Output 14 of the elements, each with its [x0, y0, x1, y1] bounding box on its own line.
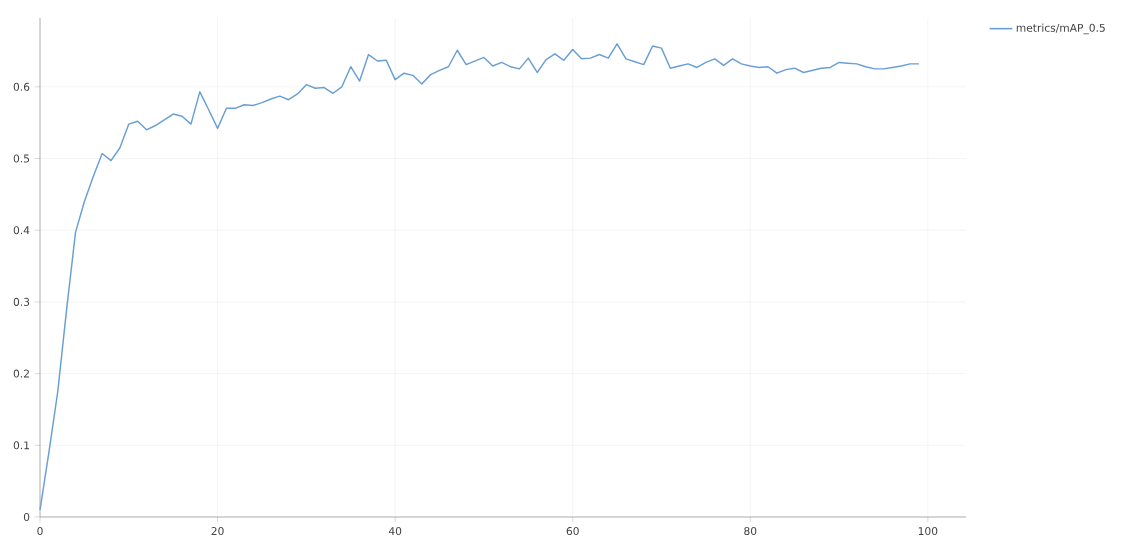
y-tick-label: 0.4: [13, 226, 30, 235]
y-tick-label: 0: [23, 512, 30, 522]
x-tick-label: 100: [918, 527, 938, 536]
y-tick-label: 0.2: [13, 369, 29, 378]
y-tick-label: 0.1: [13, 441, 29, 450]
legend-label: metrics/mAP_0.5: [1016, 23, 1105, 35]
x-tick-label: 0: [37, 527, 43, 536]
y-tick-label: 0.5: [13, 154, 30, 163]
x-tick-label: 60: [566, 527, 579, 536]
x-tick-label: 80: [744, 527, 757, 536]
x-tick-label: 40: [388, 527, 402, 536]
y-tick-label: 0.6: [13, 82, 30, 91]
y-tick-label: 0.3: [13, 297, 30, 306]
x-tick-label: 20: [211, 527, 224, 536]
